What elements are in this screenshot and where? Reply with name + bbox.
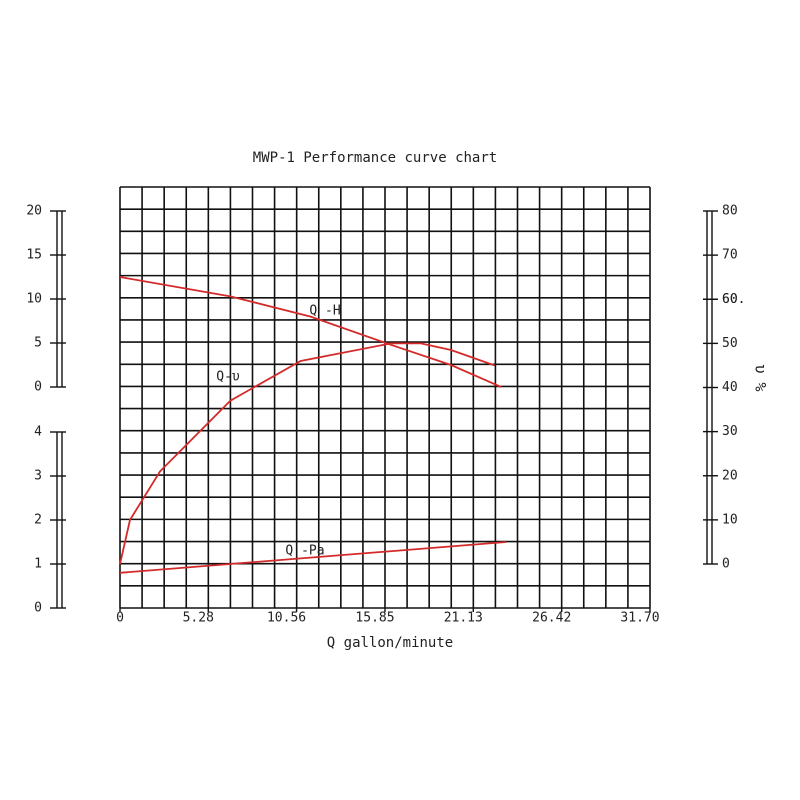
y2-tick-label: 60. [722, 292, 745, 307]
y2-tick-label: 40 [722, 380, 738, 395]
y-tick-label: 15 [26, 248, 42, 263]
curve [119, 342, 495, 565]
x-tick-label: 5.28 [183, 611, 214, 626]
y-tick-label: 4 [34, 425, 42, 440]
x-axis-label: Q gallon/minute [327, 635, 453, 651]
x-tick-label: 15.85 [355, 611, 394, 626]
y2-tick-label: 60 [722, 292, 738, 307]
y2-tick-label: 0 [722, 557, 730, 572]
series-label: Q-υ [216, 370, 240, 385]
x-tick-label: 31.70 [620, 611, 659, 626]
x-tick-label: 10.56 [267, 611, 306, 626]
y-tick-label: 5 [34, 336, 42, 351]
x-tick-label: 26.42 [532, 611, 571, 626]
x-tick-label: 0 [116, 611, 124, 626]
y2-axis-label: υ % [752, 364, 770, 391]
y2-tick-label: 70 [722, 248, 738, 263]
y-tick-label: 2 [34, 513, 42, 528]
curve [119, 276, 502, 388]
y-tick-label: 0 [34, 601, 42, 616]
series-label: Q -H [309, 304, 340, 319]
chart-title: MWP-1 Performance curve chart [253, 150, 497, 166]
y2-tick-label: 30 [722, 424, 738, 439]
y-tick-label: 1 [34, 557, 42, 572]
y-tick-label: 3 [34, 469, 42, 484]
y2-tick-label: 80 [722, 204, 738, 219]
y-tick-label: 10 [26, 292, 42, 307]
series-label: Q -Pa [285, 544, 324, 559]
y2-tick-label: 10 [722, 512, 738, 527]
curve [119, 541, 507, 574]
x-tick-label: 21.13 [444, 611, 483, 626]
y2-tick-label: 50 [722, 336, 738, 351]
y-tick-label: 0 [34, 380, 42, 395]
y-tick-label: 20 [26, 204, 42, 219]
y2-tick-label: 20 [722, 468, 738, 483]
